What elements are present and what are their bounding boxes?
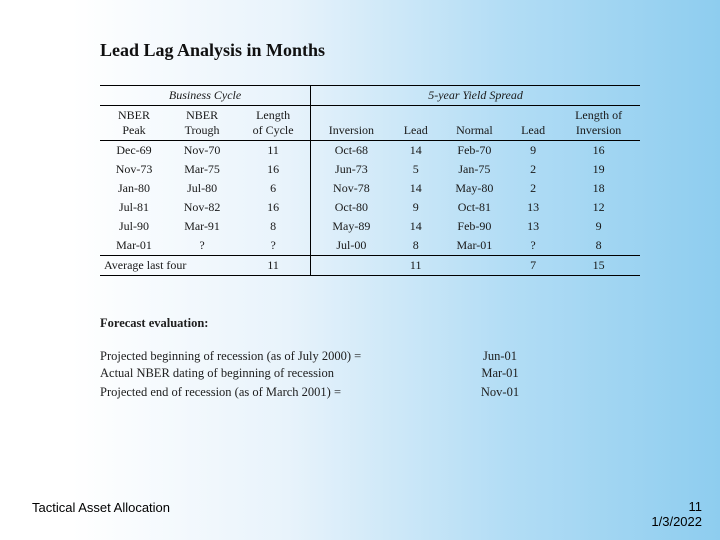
cell-invlen: 16 — [557, 141, 640, 161]
cell-lead1: 8 — [392, 236, 440, 256]
summary-invlen: 15 — [557, 256, 640, 276]
cell-peak: Jan-80 — [100, 179, 168, 198]
forecast-heading: Forecast evaluation: — [100, 316, 650, 331]
cell-peak: Nov-73 — [100, 160, 168, 179]
forecast-lines: Projected beginning of recession (as of … — [100, 349, 650, 400]
col-length-inversion: Length ofInversion — [557, 106, 640, 141]
table-row: Jul-81Nov-8216Oct-809Oct-811312 — [100, 198, 640, 217]
cell-lead2: 13 — [509, 198, 557, 217]
table-row: Jan-80Jul-806Nov-7814May-80218 — [100, 179, 640, 198]
cell-invlen: 9 — [557, 217, 640, 236]
cell-len: 16 — [236, 160, 311, 179]
cell-lead2: 2 — [509, 179, 557, 198]
col-lead1: Lead — [392, 106, 440, 141]
forecast-label: Projected beginning of recession (as of … — [100, 349, 460, 364]
summary-blank2 — [440, 256, 509, 276]
data-rows: Dec-69Nov-7011Oct-6814Feb-70916Nov-73Mar… — [100, 141, 640, 256]
forecast-row: Actual NBER dating of beginning of reces… — [100, 366, 650, 381]
table-row: Dec-69Nov-7011Oct-6814Feb-70916 — [100, 141, 640, 161]
cell-norm: Oct-81 — [440, 198, 509, 217]
cell-len: ? — [236, 236, 311, 256]
slide-title: Lead Lag Analysis in Months — [100, 40, 650, 61]
cell-inv: Jul-00 — [311, 236, 392, 256]
cell-norm: Jan-75 — [440, 160, 509, 179]
cell-lead1: 14 — [392, 179, 440, 198]
column-header-row: NBERPeak NBERTrough Lengthof Cycle Inver… — [100, 106, 640, 141]
cell-trough: ? — [168, 236, 236, 256]
cell-lead2: 9 — [509, 141, 557, 161]
footer-date: 1/3/2022 — [651, 515, 702, 530]
col-nber-peak: NBERPeak — [100, 106, 168, 141]
cell-trough: Mar-75 — [168, 160, 236, 179]
slide-footer: Tactical Asset Allocation 11 1/3/2022 — [0, 500, 720, 530]
cell-trough: Jul-80 — [168, 179, 236, 198]
cell-lead2: ? — [509, 236, 557, 256]
col-inversion: Inversion — [311, 106, 392, 141]
lead-lag-table: Business Cycle 5-year Yield Spread NBERP… — [100, 85, 640, 276]
group-header-row: Business Cycle 5-year Yield Spread — [100, 86, 640, 106]
summary-label: Average last four — [100, 256, 236, 276]
group-header-right: 5-year Yield Spread — [311, 86, 640, 106]
cell-inv: Jun-73 — [311, 160, 392, 179]
group-header-left: Business Cycle — [100, 86, 311, 106]
cell-lead1: 5 — [392, 160, 440, 179]
table-row: Jul-90Mar-918May-8914Feb-90139 — [100, 217, 640, 236]
cell-inv: Oct-68 — [311, 141, 392, 161]
cell-peak: Mar-01 — [100, 236, 168, 256]
cell-lead2: 13 — [509, 217, 557, 236]
col-nber-trough: NBERTrough — [168, 106, 236, 141]
cell-lead1: 9 — [392, 198, 440, 217]
cell-invlen: 8 — [557, 236, 640, 256]
forecast-value: Jun-01 — [460, 349, 540, 364]
cell-lead2: 2 — [509, 160, 557, 179]
forecast-value: Mar-01 — [460, 366, 540, 381]
cell-norm: Mar-01 — [440, 236, 509, 256]
cell-len: 11 — [236, 141, 311, 161]
table-row: Mar-01??Jul-008Mar-01?8 — [100, 236, 640, 256]
forecast-label: Projected end of recession (as of March … — [100, 385, 460, 400]
cell-trough: Mar-91 — [168, 217, 236, 236]
forecast-section: Forecast evaluation: Projected beginning… — [100, 316, 650, 400]
cell-len: 8 — [236, 217, 311, 236]
footer-left: Tactical Asset Allocation — [32, 500, 170, 530]
cell-trough: Nov-82 — [168, 198, 236, 217]
cell-norm: Feb-70 — [440, 141, 509, 161]
col-lead2: Lead — [509, 106, 557, 141]
cell-invlen: 19 — [557, 160, 640, 179]
cell-invlen: 12 — [557, 198, 640, 217]
forecast-row: Projected beginning of recession (as of … — [100, 349, 650, 364]
cell-len: 16 — [236, 198, 311, 217]
cell-peak: Dec-69 — [100, 141, 168, 161]
cell-invlen: 18 — [557, 179, 640, 198]
forecast-label: Actual NBER dating of beginning of reces… — [100, 366, 460, 381]
summary-len: 11 — [236, 256, 311, 276]
table-row: Nov-73Mar-7516Jun-735Jan-75219 — [100, 160, 640, 179]
cell-len: 6 — [236, 179, 311, 198]
cell-lead1: 14 — [392, 217, 440, 236]
slide-body: Lead Lag Analysis in Months Business Cyc… — [0, 0, 720, 400]
cell-lead1: 14 — [392, 141, 440, 161]
summary-row: Average last four 11 11 7 15 — [100, 256, 640, 276]
forecast-row: Projected end of recession (as of March … — [100, 385, 650, 400]
cell-norm: Feb-90 — [440, 217, 509, 236]
footer-right: 11 1/3/2022 — [651, 500, 702, 530]
cell-inv: Oct-80 — [311, 198, 392, 217]
forecast-value: Nov-01 — [460, 385, 540, 400]
cell-peak: Jul-81 — [100, 198, 168, 217]
cell-inv: May-89 — [311, 217, 392, 236]
summary-lead2: 7 — [509, 256, 557, 276]
summary-blank1 — [311, 256, 392, 276]
cell-peak: Jul-90 — [100, 217, 168, 236]
footer-page: 11 — [651, 500, 702, 515]
cell-inv: Nov-78 — [311, 179, 392, 198]
cell-norm: May-80 — [440, 179, 509, 198]
col-normal: Normal — [440, 106, 509, 141]
cell-trough: Nov-70 — [168, 141, 236, 161]
col-length-cycle: Lengthof Cycle — [236, 106, 311, 141]
summary-lead1: 11 — [392, 256, 440, 276]
